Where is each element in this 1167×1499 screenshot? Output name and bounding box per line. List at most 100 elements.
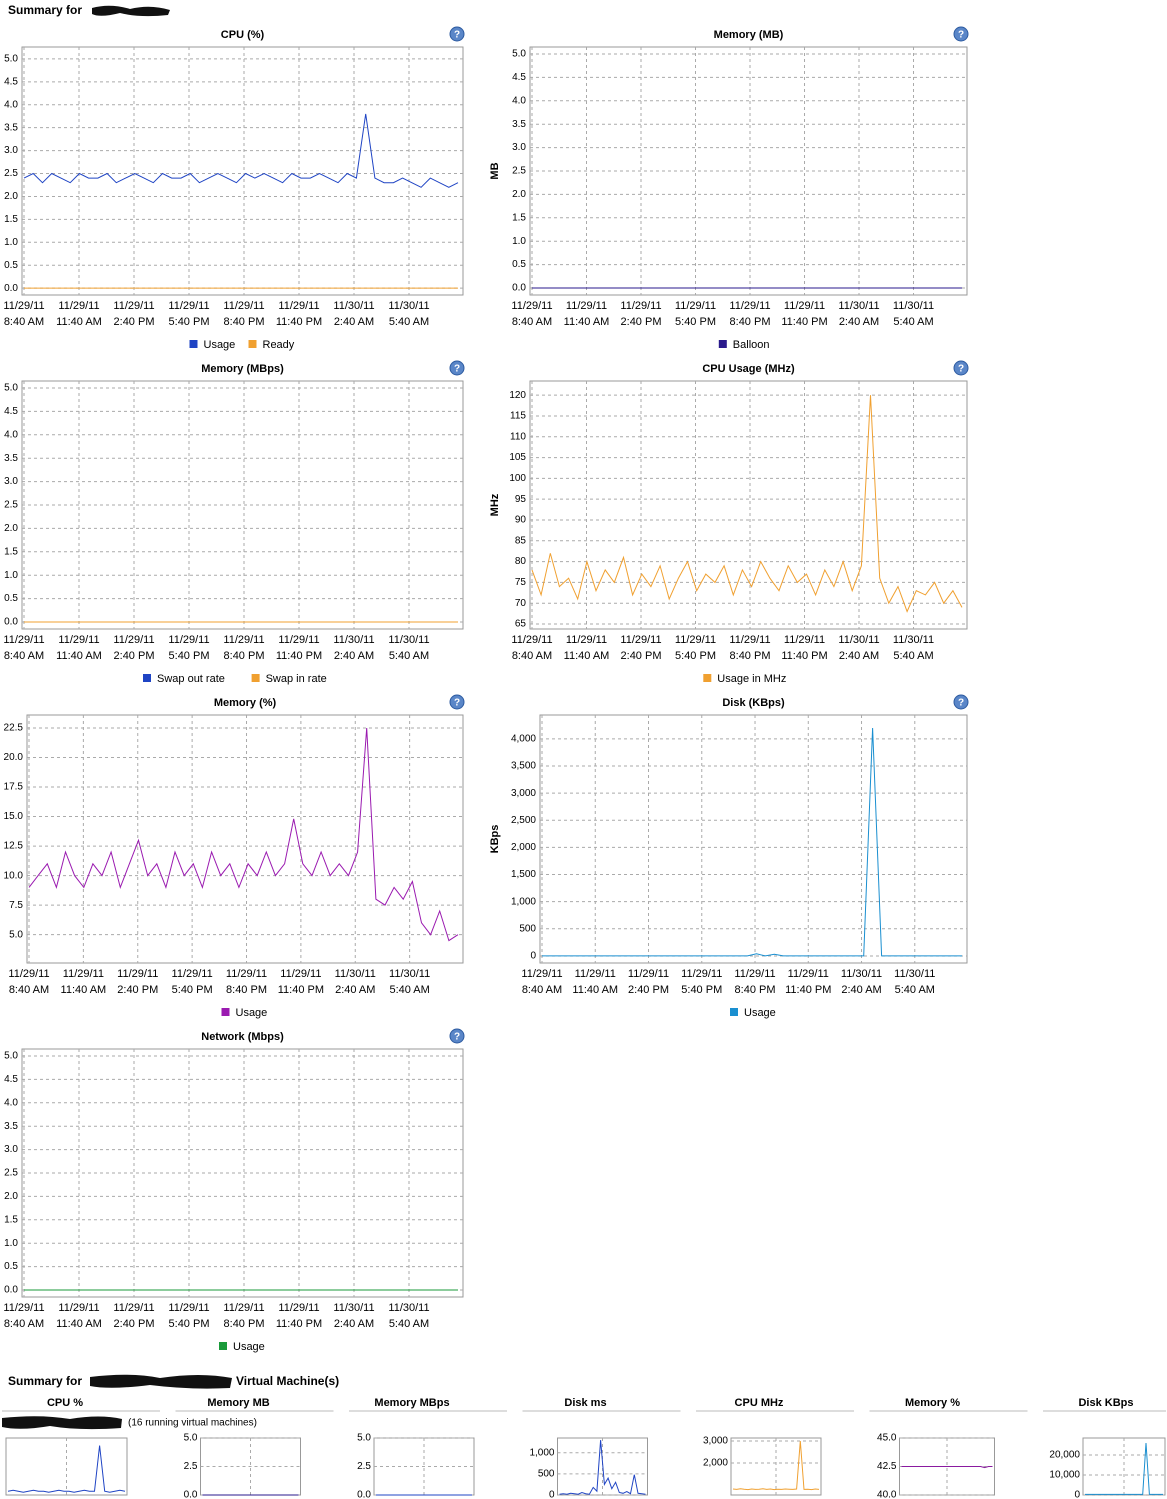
x-tick-time: 8:40 PM: [730, 316, 771, 328]
x-tick-time: 8:40 PM: [735, 984, 776, 996]
y-tick-label: 3.5: [4, 122, 18, 133]
x-tick-time: 2:40 AM: [334, 316, 374, 328]
x-tick-time: 8:40 PM: [226, 984, 267, 996]
x-tick-time: 5:40 PM: [681, 984, 722, 996]
y-tick-label: 1,500: [511, 869, 536, 880]
chart-title: CPU (%): [221, 29, 265, 41]
x-tick-date: 11/29/11: [278, 1302, 319, 1314]
x-tick-time: 2:40 AM: [334, 1318, 374, 1330]
y-tick-label: 80: [515, 556, 527, 567]
y-tick-label: 0.0: [4, 617, 18, 628]
y-tick-label: 1.5: [4, 214, 18, 225]
x-tick-date: 11/29/11: [8, 968, 49, 980]
x-tick-date: 11/29/11: [511, 300, 552, 312]
x-tick-time: 2:40 AM: [839, 316, 879, 328]
legend-label: Usage in MHz: [717, 673, 786, 685]
y-tick-label: 0: [530, 951, 536, 962]
x-tick-date: 11/29/11: [566, 634, 607, 646]
x-tick-time: 5:40 PM: [169, 1318, 210, 1330]
x-tick-time: 8:40 AM: [9, 984, 49, 996]
x-tick-date: 11/30/11: [333, 634, 374, 646]
column-header: CPU %: [47, 1397, 83, 1409]
x-tick-date: 11/29/11: [734, 968, 775, 980]
y-tick-label: 1.5: [512, 212, 526, 223]
redacted: [90, 1374, 232, 1389]
y-tick-label: 20.0: [4, 752, 24, 763]
series-line: [1085, 1442, 1163, 1495]
legend-label: Balloon: [733, 339, 770, 351]
x-tick-time: 2:40 AM: [335, 984, 375, 996]
series-line: [23, 113, 459, 188]
x-tick-time: 2:40 PM: [114, 1318, 155, 1330]
x-tick-time: 11:40 PM: [276, 1318, 322, 1330]
x-tick-date: 11/30/11: [335, 968, 376, 980]
column-header: Disk KBps: [1078, 1397, 1133, 1409]
y-tick-label: 4,000: [511, 734, 536, 745]
y-tick-label: 3.0: [512, 142, 526, 153]
help-icon: [449, 26, 465, 42]
series-line: [542, 727, 962, 957]
x-tick-date: 11/29/11: [113, 634, 154, 646]
legend-swatch: [718, 340, 727, 348]
y-tick-label: 4.5: [4, 1074, 18, 1085]
x-tick-time: 8:40 AM: [4, 316, 44, 328]
x-tick-time: 2:40 PM: [621, 316, 662, 328]
legend-swatch: [251, 674, 260, 682]
y-tick-label: 2.0: [4, 523, 18, 534]
chart-title: Disk (KBps): [722, 697, 785, 709]
y-tick-label: 5.0: [9, 929, 23, 940]
legend-label: Usage: [233, 1341, 265, 1353]
y-tick-label: 85: [515, 535, 527, 546]
redacted: [2, 1416, 122, 1430]
help-icon-text: ?: [454, 364, 460, 375]
x-tick-date: 11/29/11: [675, 634, 716, 646]
vm-summary-suffix: Virtual Machine(s): [236, 1374, 339, 1388]
x-tick-time: 2:40 PM: [114, 650, 155, 662]
y-tick-label: 0.5: [4, 260, 18, 271]
x-tick-date: 11/30/11: [838, 634, 879, 646]
y-tick-label: 2.5: [357, 1461, 371, 1472]
y-tick-label: 3.5: [4, 1121, 18, 1132]
y-tick-label: 75: [515, 577, 527, 588]
mini-plot: [5, 1437, 128, 1496]
help-icon-text: ?: [958, 364, 964, 375]
x-tick-date: 11/29/11: [729, 300, 770, 312]
help-icon-text: ?: [454, 1032, 460, 1043]
y-tick-label: 5.0: [4, 54, 18, 65]
y-tick-label: 105: [509, 452, 526, 463]
x-tick-date: 11/29/11: [278, 634, 319, 646]
x-tick-date: 11/30/11: [838, 300, 879, 312]
x-tick-time: 8:40 PM: [224, 1318, 265, 1330]
x-tick-date: 11/29/11: [278, 300, 319, 312]
x-tick-time: 5:40 PM: [172, 984, 213, 996]
x-tick-time: 5:40 AM: [389, 650, 429, 662]
y-tick-label: 120: [509, 390, 526, 401]
series-line: [531, 395, 963, 613]
help-icon: [449, 694, 465, 710]
series-line: [901, 1466, 993, 1469]
x-tick-time: 5:40 AM: [389, 316, 429, 328]
y-tick-label: 90: [515, 515, 527, 526]
y-tick-label: 2.0: [4, 1191, 18, 1202]
y-tick-label: 95: [515, 494, 527, 505]
help-icon: [953, 360, 969, 376]
plot-area: [21, 46, 464, 296]
y-tick-label: 40.0: [877, 1490, 897, 1499]
chart-title: Memory (MBps): [201, 363, 284, 375]
x-tick-date: 11/29/11: [113, 300, 154, 312]
x-tick-time: 8:40 AM: [4, 650, 44, 662]
x-tick-date: 11/29/11: [511, 634, 552, 646]
y-tick-label: 100: [509, 473, 526, 484]
series-line: [732, 1440, 820, 1491]
x-tick-time: 11:40 PM: [781, 316, 827, 328]
y-tick-label: 5.0: [4, 383, 18, 394]
summary-title: Summary for: [8, 3, 82, 17]
x-tick-date: 11/29/11: [58, 1302, 99, 1314]
column-header: Memory %: [905, 1397, 960, 1409]
x-tick-date: 11/29/11: [58, 634, 99, 646]
plot-area: [529, 380, 968, 630]
y-tick-label: 3,500: [511, 761, 536, 772]
x-tick-date: 11/29/11: [58, 300, 99, 312]
help-icon: [449, 360, 465, 376]
x-tick-date: 11/29/11: [628, 968, 669, 980]
